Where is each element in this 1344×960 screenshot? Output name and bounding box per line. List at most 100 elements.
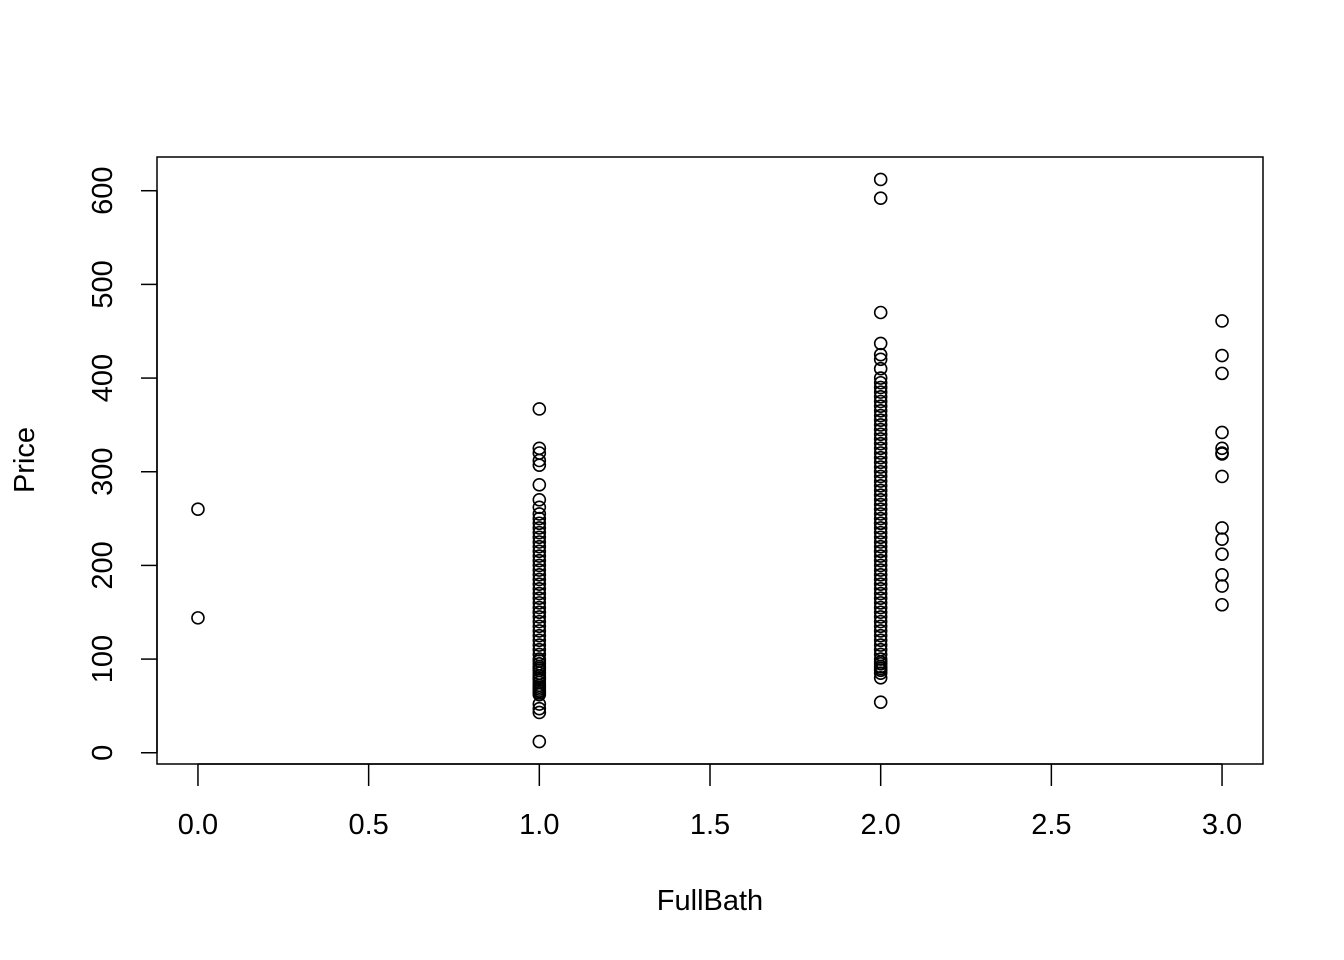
data-point bbox=[532, 402, 547, 416]
data-point bbox=[873, 516, 888, 531]
data-point bbox=[873, 530, 888, 545]
data-point bbox=[873, 380, 888, 395]
data-point bbox=[873, 586, 888, 601]
data-point bbox=[532, 478, 547, 492]
data-point bbox=[191, 502, 205, 517]
data-point bbox=[532, 525, 547, 540]
data-point bbox=[532, 619, 547, 634]
data-point bbox=[532, 610, 547, 624]
data-point bbox=[532, 577, 547, 591]
data-point bbox=[532, 734, 547, 749]
data-point bbox=[532, 586, 547, 601]
data-point bbox=[873, 535, 888, 549]
data-point bbox=[532, 605, 547, 620]
data-point bbox=[873, 619, 888, 634]
x-tick-label: 3.0 bbox=[1202, 809, 1242, 841]
data-point bbox=[873, 628, 888, 643]
data-point bbox=[1215, 425, 1229, 440]
data-point bbox=[873, 399, 888, 413]
data-point bbox=[873, 671, 888, 685]
data-point bbox=[532, 582, 547, 596]
data-point bbox=[873, 638, 888, 652]
data-point bbox=[532, 521, 547, 535]
data-point bbox=[873, 413, 888, 428]
data-point bbox=[1215, 366, 1229, 381]
data-point bbox=[873, 582, 888, 596]
data-point bbox=[873, 404, 888, 418]
data-point bbox=[532, 458, 547, 472]
data-point bbox=[532, 516, 547, 531]
data-point bbox=[1215, 314, 1229, 328]
data-point bbox=[873, 432, 888, 446]
y-axis-title: Price bbox=[9, 427, 41, 493]
data-point bbox=[532, 591, 547, 606]
data-point bbox=[873, 427, 888, 442]
x-tick-label: 1.0 bbox=[519, 809, 559, 841]
data-point bbox=[873, 558, 888, 573]
data-point bbox=[532, 539, 547, 554]
data-point bbox=[1215, 446, 1229, 460]
data-point bbox=[532, 511, 547, 526]
y-tick-label: 0 bbox=[87, 745, 119, 761]
data-point bbox=[532, 549, 547, 563]
data-point bbox=[873, 610, 888, 624]
data-point bbox=[532, 558, 547, 573]
data-point bbox=[532, 453, 547, 468]
data-point bbox=[873, 455, 888, 470]
data-point bbox=[873, 361, 888, 376]
data-point bbox=[873, 488, 888, 502]
data-point bbox=[532, 507, 547, 521]
data-point bbox=[873, 497, 888, 512]
y-tick-label: 500 bbox=[87, 260, 119, 308]
data-point bbox=[532, 535, 547, 549]
y-tick-label: 300 bbox=[87, 448, 119, 496]
data-point bbox=[873, 624, 888, 638]
data-point bbox=[873, 600, 888, 615]
data-point bbox=[873, 563, 888, 577]
data-point bbox=[532, 530, 547, 545]
data-point bbox=[532, 705, 547, 720]
data-point bbox=[873, 605, 888, 620]
data-point bbox=[873, 666, 888, 680]
data-point bbox=[873, 464, 888, 479]
x-tick-label: 2.0 bbox=[861, 809, 901, 841]
data-point bbox=[532, 638, 547, 652]
data-point bbox=[1215, 597, 1229, 612]
data-point bbox=[873, 549, 888, 563]
data-point bbox=[873, 502, 888, 517]
data-point bbox=[532, 697, 547, 711]
data-point bbox=[1215, 441, 1229, 456]
data-point bbox=[873, 507, 888, 521]
data-point bbox=[873, 474, 888, 488]
data-point bbox=[873, 172, 888, 187]
data-point bbox=[873, 418, 888, 432]
data-point bbox=[873, 572, 888, 587]
x-axis: 0.0 0.5 1.0 1.5 2.0 2.5 3.0 bbox=[178, 763, 1242, 841]
data-point bbox=[873, 544, 888, 559]
y-tick-label: 200 bbox=[87, 541, 119, 589]
data-point bbox=[873, 460, 888, 474]
data-point bbox=[532, 633, 547, 648]
y-tick-label: 600 bbox=[87, 167, 119, 215]
data-point bbox=[873, 525, 888, 540]
data-point bbox=[532, 701, 547, 716]
data-point bbox=[873, 371, 888, 385]
y-axis: 0 100 200 300 400 500 600 bbox=[87, 167, 158, 761]
data-point bbox=[873, 469, 888, 484]
data-points bbox=[191, 172, 1229, 749]
data-point bbox=[873, 347, 888, 362]
x-tick-label: 0.5 bbox=[348, 809, 388, 841]
data-point bbox=[873, 483, 888, 498]
data-point bbox=[873, 553, 888, 568]
data-point bbox=[532, 553, 547, 568]
data-point bbox=[873, 375, 888, 390]
data-point bbox=[1215, 579, 1229, 593]
data-point bbox=[873, 521, 888, 535]
data-point bbox=[532, 687, 547, 702]
data-point bbox=[873, 450, 888, 465]
y-tick-label: 400 bbox=[87, 354, 119, 402]
data-point bbox=[873, 385, 888, 399]
data-point bbox=[191, 611, 205, 625]
data-point bbox=[873, 596, 888, 610]
